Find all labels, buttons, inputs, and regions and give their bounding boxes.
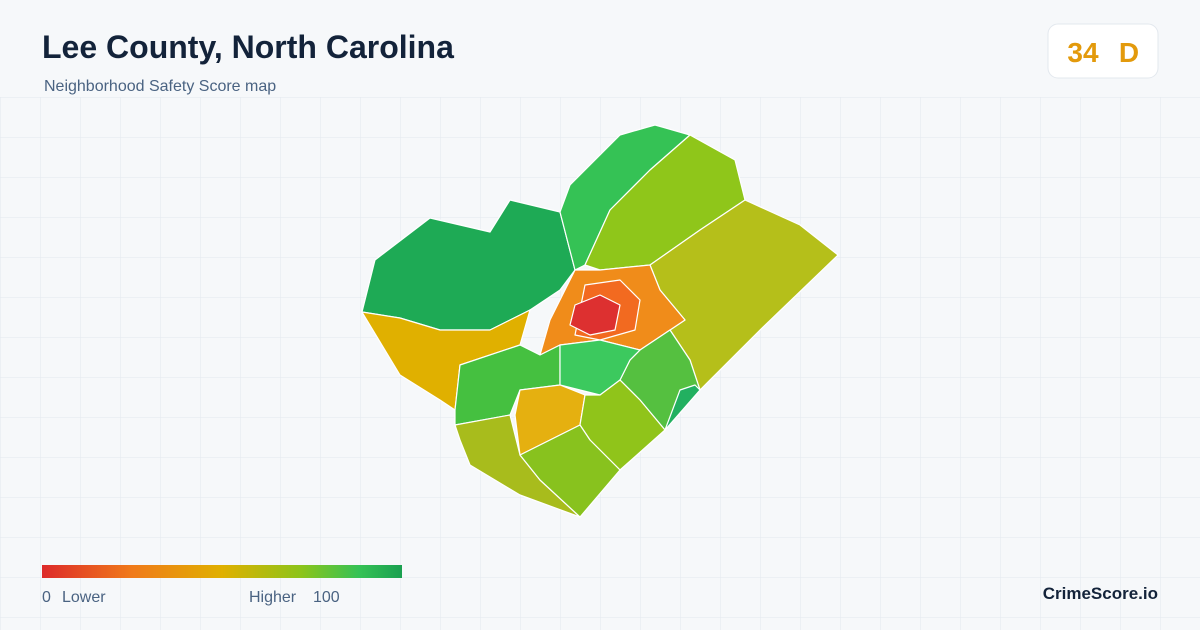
score-grade: D xyxy=(1119,37,1139,68)
title: Lee County, North Carolina xyxy=(42,29,454,65)
brand: CrimeScore.io xyxy=(1043,584,1158,603)
legend-min: 0 xyxy=(42,589,51,606)
legend-gradient xyxy=(42,565,402,578)
legend-max-label: Higher xyxy=(249,589,297,606)
legend-max: 100 xyxy=(313,589,340,606)
score-badge xyxy=(1047,23,1159,79)
score-value: 34 xyxy=(1067,37,1099,68)
legend-min-label: Lower xyxy=(62,589,106,606)
county-map xyxy=(361,124,839,518)
subtitle: Neighborhood Safety Score map xyxy=(44,78,276,95)
